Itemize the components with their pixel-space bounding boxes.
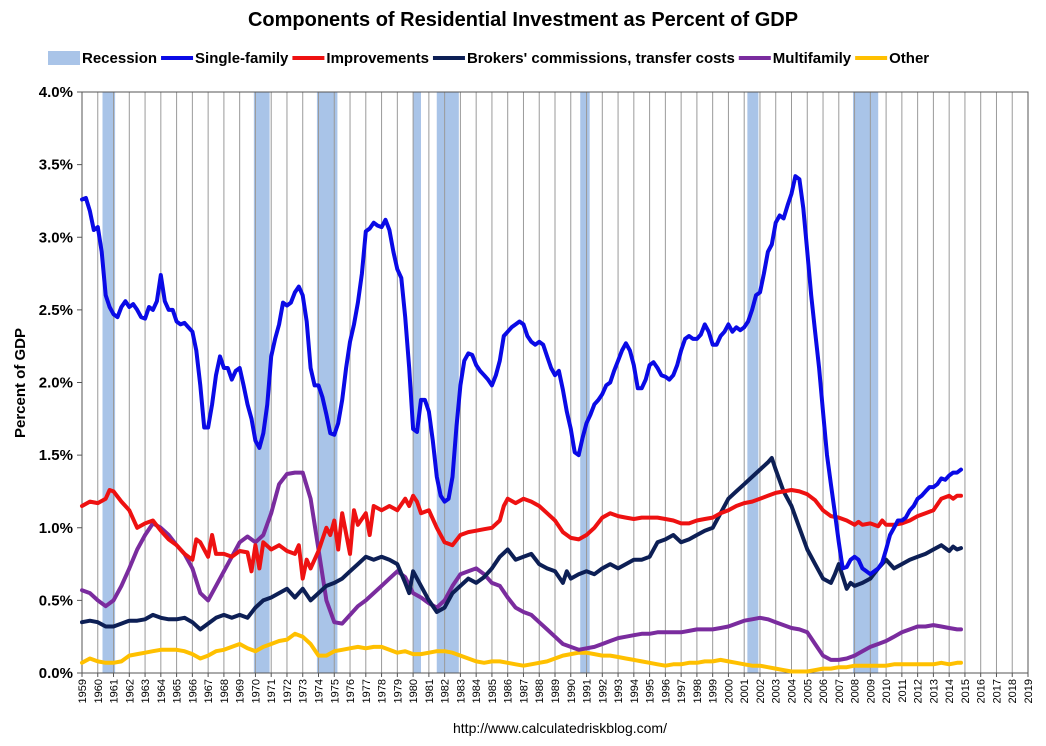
x-tick-label: 1965 (172, 679, 184, 703)
x-tick-label: 2010 (881, 679, 893, 703)
recession-band (102, 92, 116, 673)
x-tick-label: 1966 (187, 679, 199, 703)
x-tick-label: 2017 (991, 679, 1003, 703)
series-line-multifamily (80, 470, 963, 662)
x-tick-label: 1973 (298, 679, 310, 703)
x-tick-label: 1969 (235, 679, 247, 703)
x-tick-label: 1977 (361, 679, 373, 703)
x-tick-label: 1997 (676, 679, 688, 703)
x-tick-label: 1963 (140, 679, 152, 703)
legend-label: Multifamily (773, 50, 852, 67)
x-tick-label: 2006 (818, 679, 830, 703)
y-axis-label: Percent of GDP (12, 328, 29, 438)
x-tick-label: 2008 (850, 679, 862, 703)
x-tick-label: 1999 (708, 679, 720, 703)
series-line-other (80, 631, 963, 674)
plot-area: 0.0% 0.5% 1.0% 1.5% 2.0% 2.5% 3.0% 3.5% 4.0% 1959… (39, 84, 1035, 703)
y-tick-label: 0.5% (39, 592, 73, 609)
x-tick-label: 2000 (723, 679, 735, 703)
y-tick-label: 3.0% (39, 229, 73, 246)
y-tick-label: 1.0% (39, 520, 73, 537)
x-tick-label: 2011 (897, 679, 909, 703)
x-tick-label: 1961 (109, 679, 121, 703)
x-tick-label: 1960 (93, 679, 105, 703)
legend-label: Single-family (195, 50, 289, 67)
x-tick-label: 1986 (503, 679, 515, 703)
x-tick-label: 1980 (408, 679, 420, 703)
y-tick-label: 3.5% (39, 157, 73, 174)
x-tick-label: 1982 (440, 679, 452, 703)
x-tick-label: 1998 (692, 679, 704, 703)
legend-swatch-recession (48, 51, 80, 65)
x-tick-label: 2007 (834, 679, 846, 703)
recession-band (580, 92, 590, 673)
x-tick-label: 1996 (660, 679, 672, 703)
x-tick-label: 2013 (928, 679, 940, 703)
x-tick-label: 1976 (345, 679, 357, 703)
x-tick-label: 1990 (566, 679, 578, 703)
y-tick-label: 0.0% (39, 665, 73, 682)
x-tick-label: 1984 (471, 679, 483, 703)
series-line-single-family (80, 174, 963, 577)
x-tick-label: 1994 (629, 679, 641, 703)
y-tick-label: 2.5% (39, 302, 73, 319)
series-line-brokers-commissions-transfer-costs (80, 456, 963, 632)
x-tick-label: 1988 (534, 679, 546, 703)
x-tick-label: 1962 (124, 679, 136, 703)
x-tick-label: 2019 (1023, 679, 1035, 703)
x-tick-label: 2002 (755, 679, 767, 703)
x-tick-label: 2018 (1007, 679, 1019, 703)
x-tick-label: 2012 (913, 679, 925, 703)
series-line-improvements (80, 488, 963, 581)
y-tick-label: 1.5% (39, 447, 73, 464)
legend-label: Recession (82, 50, 157, 67)
x-tick-label: 1995 (645, 679, 657, 703)
y-tick-label: 4.0% (39, 84, 73, 101)
x-tick-label: 1974 (314, 679, 326, 703)
x-tick-label: 1971 (266, 679, 278, 703)
x-tick-label: 1964 (156, 679, 168, 703)
legend-label: Other (889, 50, 929, 67)
x-tick-label: 1992 (597, 679, 609, 703)
x-tick-label: 1978 (377, 679, 389, 703)
recession-band (747, 92, 759, 673)
x-tick-label: 1972 (282, 679, 294, 703)
x-tick-label: 1989 (550, 679, 562, 703)
x-tick-label: 2014 (944, 679, 956, 703)
recession-band (436, 92, 459, 673)
x-tick-label: 2009 (865, 679, 877, 703)
x-tick-label: 1991 (582, 679, 594, 703)
x-tick-label: 1968 (219, 679, 231, 703)
legend-label: Improvements (326, 50, 429, 67)
x-tick-label: 1985 (487, 679, 499, 703)
x-tick-label: 1987 (518, 679, 530, 703)
x-tick-label: 1983 (455, 679, 467, 703)
recession-band (413, 92, 421, 673)
y-tick-label: 2.0% (39, 375, 73, 392)
chart-title: Components of Residential Investment as … (248, 9, 798, 31)
x-tick-label: 1993 (613, 679, 625, 703)
x-tick-label: 2004 (787, 679, 799, 703)
source-credit: http://www.calculatedriskblog.com/ (453, 720, 667, 736)
x-tick-label: 2001 (739, 679, 751, 703)
x-tick-label: 1959 (77, 679, 89, 703)
x-tick-label: 1970 (250, 679, 262, 703)
x-tick-label: 2005 (802, 679, 814, 703)
x-tick-label: 1967 (203, 679, 215, 703)
x-tick-label: 1975 (329, 679, 341, 703)
x-tick-label: 1981 (424, 679, 436, 703)
x-tick-label: 1979 (392, 679, 404, 703)
legend-label: Brokers' commissions, transfer costs (467, 50, 735, 67)
x-tick-label: 2016 (976, 679, 988, 703)
legend: Recession Single-family Improvements Broker… (48, 50, 929, 67)
x-tick-label: 2015 (960, 679, 972, 703)
x-tick-label: 2003 (771, 679, 783, 703)
